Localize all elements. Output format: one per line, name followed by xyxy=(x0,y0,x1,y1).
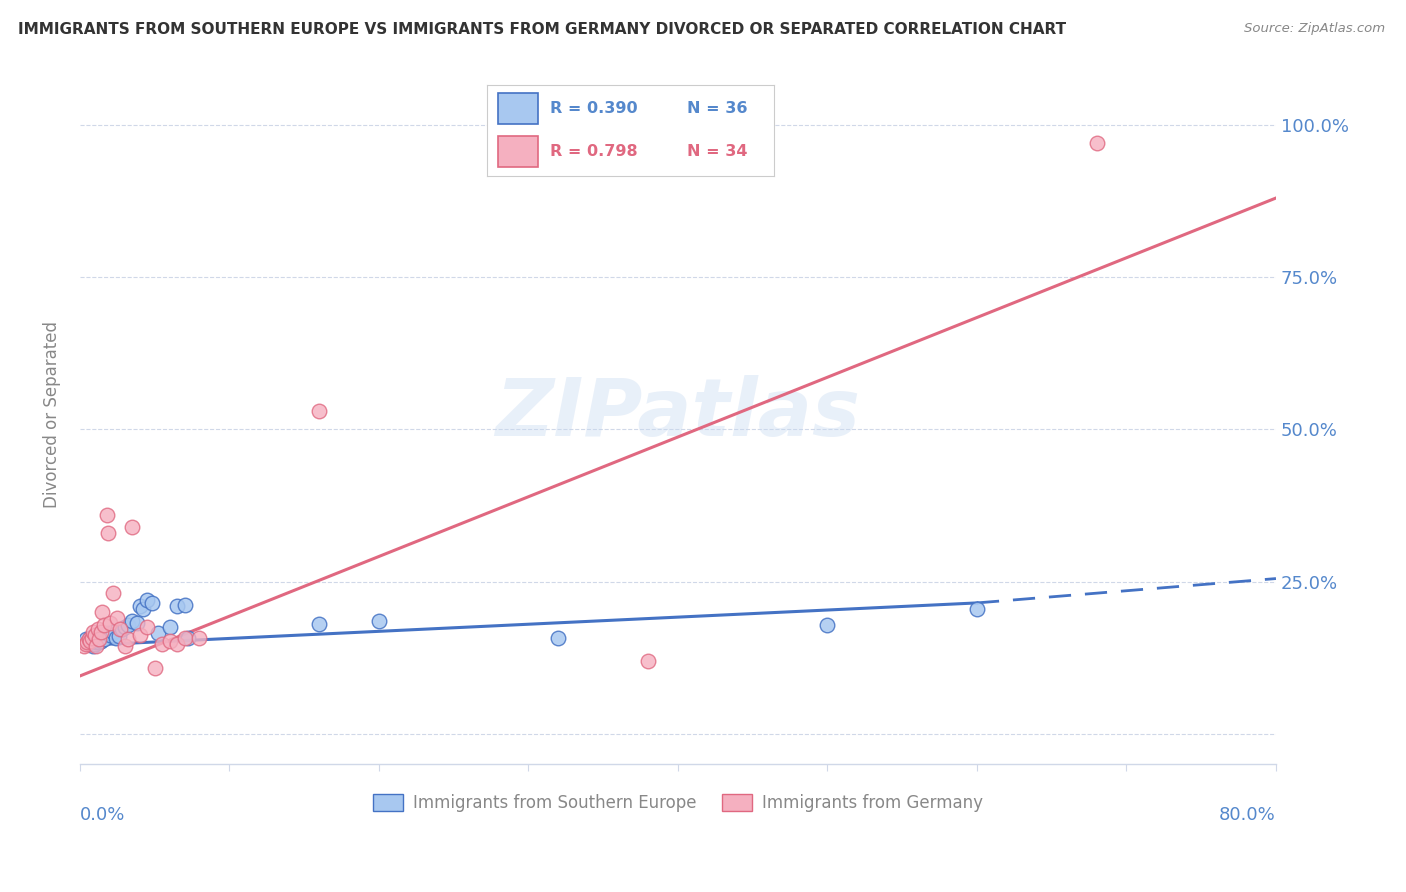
Point xyxy=(111,622,134,636)
Point xyxy=(77,637,100,651)
Point xyxy=(82,624,104,639)
Point xyxy=(1085,136,1108,151)
Point xyxy=(96,508,118,522)
Point xyxy=(966,602,988,616)
Point xyxy=(815,618,838,632)
Point xyxy=(159,634,181,648)
Point xyxy=(117,632,139,647)
Point xyxy=(176,631,198,645)
Point xyxy=(308,404,330,418)
Point xyxy=(121,520,143,534)
Point xyxy=(107,629,129,643)
Point xyxy=(101,585,124,599)
Point xyxy=(87,622,110,636)
Point xyxy=(80,631,103,645)
Text: 80.0%: 80.0% xyxy=(1219,806,1277,824)
Point xyxy=(89,632,111,647)
Point xyxy=(125,615,148,630)
Text: IMMIGRANTS FROM SOUTHERN EUROPE VS IMMIGRANTS FROM GERMANY DIVORCED OR SEPARATED: IMMIGRANTS FROM SOUTHERN EUROPE VS IMMIG… xyxy=(18,22,1066,37)
Y-axis label: Divorced or Separated: Divorced or Separated xyxy=(44,320,60,508)
Point xyxy=(83,637,105,651)
Point xyxy=(121,614,143,628)
Text: Source: ZipAtlas.com: Source: ZipAtlas.com xyxy=(1244,22,1385,36)
Point xyxy=(101,624,124,639)
Point xyxy=(143,661,166,675)
Point xyxy=(76,635,98,649)
Point xyxy=(166,599,188,613)
Point xyxy=(73,639,96,653)
Point xyxy=(159,620,181,634)
Point xyxy=(77,632,100,647)
Point xyxy=(98,615,121,630)
Text: 0.0%: 0.0% xyxy=(80,806,125,824)
Point xyxy=(547,631,569,645)
Point xyxy=(97,525,120,540)
Point xyxy=(93,618,115,632)
Point xyxy=(89,635,111,649)
Point xyxy=(86,635,108,649)
Point xyxy=(79,634,101,648)
Point xyxy=(308,617,330,632)
Text: ZIPatlas: ZIPatlas xyxy=(495,376,860,453)
Point xyxy=(98,628,121,642)
Point xyxy=(128,628,150,642)
Point xyxy=(91,605,114,619)
Point xyxy=(141,596,163,610)
Point xyxy=(173,631,195,645)
Point xyxy=(80,634,103,648)
Point xyxy=(79,631,101,645)
Point xyxy=(128,599,150,613)
Point xyxy=(83,628,105,642)
Point xyxy=(131,602,153,616)
Point xyxy=(146,626,169,640)
Point xyxy=(136,593,159,607)
Point xyxy=(166,637,188,651)
Point xyxy=(86,639,108,653)
Point xyxy=(104,631,127,645)
Point xyxy=(91,629,114,643)
Point xyxy=(90,624,112,639)
Point xyxy=(114,639,136,653)
Point xyxy=(637,654,659,668)
Point xyxy=(75,632,97,647)
Point xyxy=(93,632,115,647)
Point xyxy=(82,639,104,653)
Point xyxy=(105,611,128,625)
Point xyxy=(114,620,136,634)
Point xyxy=(87,632,110,647)
Point xyxy=(96,626,118,640)
Point xyxy=(117,618,139,632)
Point xyxy=(367,614,389,628)
Point xyxy=(188,631,211,645)
Point xyxy=(150,637,173,651)
Point xyxy=(90,634,112,648)
Point xyxy=(136,620,159,634)
Legend: Immigrants from Southern Europe, Immigrants from Germany: Immigrants from Southern Europe, Immigra… xyxy=(367,788,990,819)
Point xyxy=(75,637,97,651)
Point xyxy=(173,598,195,612)
Point xyxy=(110,622,132,636)
